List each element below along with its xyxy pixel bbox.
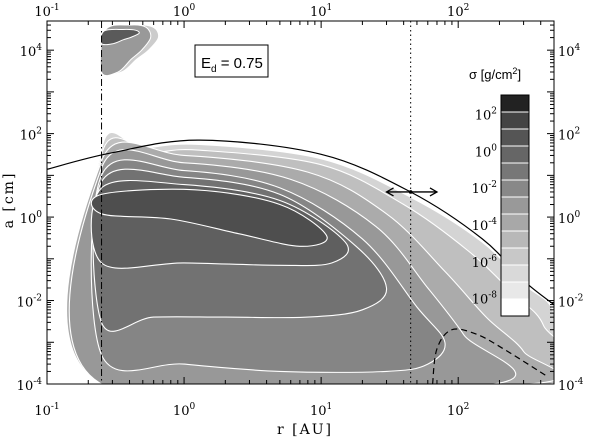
plot-frame: [46, 20, 555, 385]
colorbar-tick-label-0: 102: [475, 106, 497, 123]
annotation-sub: d: [211, 64, 217, 75]
x-tick-label-bottom-0: 10-1: [34, 402, 59, 419]
y-tick-label-right-3: 102: [558, 127, 580, 144]
colorbar-frame: [500, 94, 530, 317]
colorbar-title: σ [g/cm2]: [469, 66, 521, 82]
colorbar-tick-label-1: 100: [475, 143, 498, 160]
x-tick-label-top-2: 101: [310, 3, 332, 20]
colorbar-segment-5: [501, 214, 529, 232]
y-tick-label-left-2: 100: [20, 210, 43, 227]
dashed-curve: [432, 328, 549, 384]
y-tick-label-left-0: 10-4: [17, 377, 43, 394]
arrow-head-right: [429, 187, 439, 197]
x-tick-label-top-1: 100: [173, 3, 196, 20]
y-tick-label-right-1: 10-2: [558, 294, 583, 311]
annotation-box: Ed = 0.75: [194, 44, 269, 78]
x-tick-label-top-3: 102: [447, 3, 469, 20]
annotation-main: E: [201, 55, 211, 72]
colorbar-segment-2: [501, 265, 529, 283]
y-tick-label-right-2: 100: [558, 210, 581, 227]
colorbar-segment-0: [501, 299, 529, 317]
x-tick-label-bottom-2: 101: [310, 402, 332, 419]
colorbar-segment-8: [501, 163, 529, 181]
annotation-rest: = 0.75: [217, 55, 263, 72]
colorbar-segment-4: [501, 231, 529, 249]
y-tick-label-left-3: 102: [20, 127, 42, 144]
colorbar-segment-9: [501, 146, 529, 164]
x-tick-label-bottom-1: 100: [173, 402, 196, 419]
arrow-center-dot: [408, 190, 413, 194]
contour-bands: [65, 24, 554, 384]
svg-text:Ed = 0.75: Ed = 0.75: [201, 55, 263, 75]
colorbar-segment-1: [501, 282, 529, 300]
colorbar: 102 100 10-2 10-4 10-6 10-8: [472, 94, 530, 317]
colorbar-tick-label-2: 10-2: [472, 180, 497, 197]
contour-blob-top-inner: [100, 28, 140, 46]
colorbar-segment-10: [501, 129, 529, 147]
contour-band-7: [90, 188, 328, 247]
arrow-head-left: [385, 187, 394, 197]
x-tick-label-top-0: 10-1: [34, 3, 59, 20]
colorbar-tick-label-4: 10-6: [472, 254, 498, 271]
colorbar-segment-11: [501, 112, 529, 130]
colorbar-segment-12: [501, 95, 529, 113]
y-tick-label-left-4: 104: [20, 43, 43, 60]
colorbar-segment-6: [501, 197, 529, 215]
colorbar-segment-7: [501, 180, 529, 198]
colorbar-tick-label-3: 10-4: [472, 217, 498, 234]
colorbar-tick-label-5: 10-8: [472, 291, 498, 308]
y-tick-label-left-1: 10-2: [17, 294, 42, 311]
y-tick-label-right-4: 104: [558, 43, 581, 60]
x-axis-label: r [AU]: [277, 422, 333, 438]
y-tick-label-right-0: 10-4: [558, 377, 584, 394]
x-tick-label-bottom-3: 102: [447, 402, 469, 419]
colorbar-segment-3: [501, 248, 529, 266]
y-axis-label: a [cm]: [1, 172, 17, 229]
